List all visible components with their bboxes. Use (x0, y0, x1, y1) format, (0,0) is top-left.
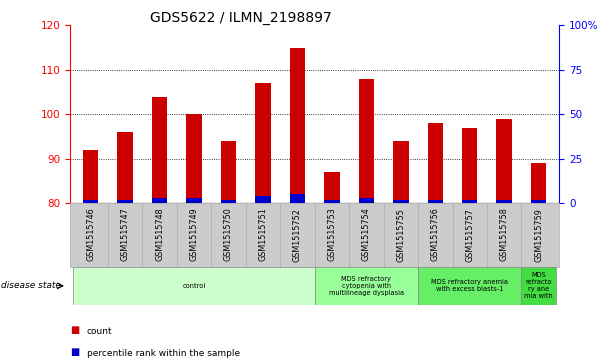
Bar (393, 200, 409, 203)
Text: GSM1515755: GSM1515755 (396, 208, 406, 262)
Text: GSM1515752: GSM1515752 (293, 208, 302, 262)
Text: percentile rank within the sample: percentile rank within the sample (87, 349, 240, 358)
Bar (152, 198, 167, 203)
Bar (418, 267, 522, 305)
Text: GSM1515756: GSM1515756 (431, 208, 440, 261)
Bar (393, 141, 409, 203)
Bar (117, 200, 133, 203)
Text: GSM1515748: GSM1515748 (155, 208, 164, 261)
Text: GSM1515749: GSM1515749 (190, 208, 198, 261)
Text: MDS
refracto
ry ane
mia with: MDS refracto ry ane mia with (524, 272, 553, 299)
Text: GSM1515751: GSM1515751 (258, 208, 268, 261)
Bar (497, 119, 512, 203)
Bar (221, 200, 237, 203)
Bar (289, 48, 305, 203)
Bar (315, 267, 418, 305)
Bar (74, 267, 315, 305)
Bar (186, 198, 202, 203)
Text: GSM1515758: GSM1515758 (500, 208, 509, 261)
Bar (186, 114, 202, 203)
Bar (522, 267, 556, 305)
Text: MDS refractory anemia
with excess blasts-1: MDS refractory anemia with excess blasts… (431, 280, 508, 292)
Text: ■: ■ (70, 347, 79, 357)
Bar (427, 200, 443, 203)
Bar (255, 83, 271, 203)
Bar (289, 195, 305, 203)
Text: GSM1515753: GSM1515753 (327, 208, 336, 261)
Text: GSM1515759: GSM1515759 (534, 208, 543, 262)
Text: GSM1515747: GSM1515747 (120, 208, 130, 261)
Text: GSM1515754: GSM1515754 (362, 208, 371, 261)
Bar (462, 128, 477, 203)
Bar (427, 123, 443, 203)
Text: MDS refractory
cytopenia with
multilineage dysplasia: MDS refractory cytopenia with multilinea… (329, 276, 404, 296)
Bar (531, 200, 547, 203)
Bar (324, 200, 340, 203)
Bar (117, 132, 133, 203)
Bar (497, 200, 512, 203)
Text: ■: ■ (70, 325, 79, 335)
Text: count: count (87, 327, 112, 336)
Bar (359, 198, 374, 203)
Bar (255, 196, 271, 203)
Bar (221, 141, 237, 203)
Text: GSM1515746: GSM1515746 (86, 208, 95, 261)
Bar (324, 172, 340, 203)
Text: GDS5622 / ILMN_2198897: GDS5622 / ILMN_2198897 (150, 11, 332, 25)
Bar (462, 200, 477, 203)
Bar (531, 163, 547, 203)
Bar (83, 200, 98, 203)
Text: disease state: disease state (1, 281, 60, 290)
Bar (359, 79, 374, 203)
Text: control: control (182, 283, 206, 289)
Bar (83, 150, 98, 203)
Text: GSM1515750: GSM1515750 (224, 208, 233, 261)
Bar (152, 97, 167, 203)
Text: GSM1515757: GSM1515757 (465, 208, 474, 262)
